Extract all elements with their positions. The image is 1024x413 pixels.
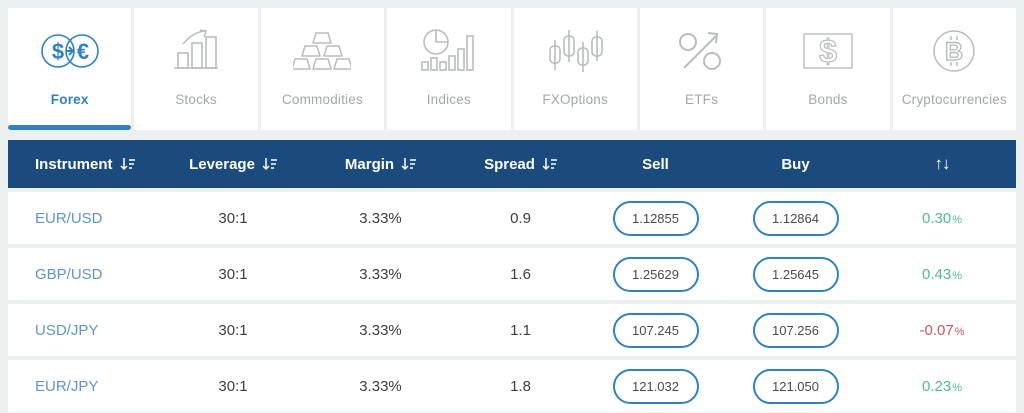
instrument-link[interactable]: GBP/USD [35,265,103,283]
tab-label-forex: Forex [50,92,89,107]
table-row: EUR/JPY 30:1 3.33% 1.8 121.032 121.050 0… [8,360,1016,412]
change-percent: -0.07% [919,321,965,339]
margin-value: 3.33% [359,265,402,283]
column-header-leverage[interactable]: Leverage [158,156,308,173]
tab-cryptocurrencies[interactable]: B Cryptocurrencies [892,8,1016,130]
tab-fxoptions[interactable]: FXOptions [513,8,637,130]
spread-value: 0.9 [510,209,531,227]
buy-button[interactable]: 121.050 [752,368,839,404]
leverage-value: 30:1 [218,377,248,395]
buy-button[interactable]: 107.256 [752,312,839,348]
dollar-banknote-icon: $ [799,24,857,78]
table-row: GBP/USD 30:1 3.33% 1.6 1.25629 1.25645 0… [8,248,1016,300]
column-header-sell: Sell [642,155,669,173]
margin-value: 3.33% [359,321,402,339]
tab-bonds[interactable]: $ Bonds [766,8,890,130]
tab-label-indices: Indices [426,92,471,107]
sell-button[interactable]: 107.245 [612,312,699,348]
tab-label-bonds: Bonds [808,92,848,107]
column-header-change[interactable]: ↑↓ [868,154,1016,174]
tab-label-etfs: ETFs [685,92,719,107]
pie-and-bars-icon [420,24,478,78]
sell-button[interactable]: 121.032 [612,368,699,404]
tab-forex[interactable]: $ € Forex [8,8,132,130]
svg-text:$: $ [819,33,837,69]
tab-label-fxoptions: FXOptions [542,92,608,107]
tab-indices[interactable]: Indices [387,8,511,130]
svg-text:B: B [945,38,963,66]
change-percent: 0.43% [922,265,962,283]
tab-stocks[interactable]: Stocks [134,8,258,130]
sort-icon[interactable] [401,157,417,171]
column-header-spread[interactable]: Spread [453,156,588,173]
instrument-link[interactable]: EUR/JPY [35,377,99,395]
leverage-value: 30:1 [218,209,248,227]
margin-value: 3.33% [359,209,402,227]
tab-label-commodities: Commodities [281,92,363,107]
sort-icon[interactable] [542,157,557,171]
currency-exchange-icon: $ € [37,24,103,78]
asset-class-tabs: $ € Forex Stocks [8,8,1016,130]
candlesticks-icon [544,24,606,78]
buy-button[interactable]: 1.25645 [752,256,839,292]
spread-value: 1.8 [510,377,531,395]
sell-button[interactable]: 1.25629 [612,256,699,292]
gold-bars-icon [293,24,352,78]
spread-value: 1.6 [510,265,531,283]
change-percent: 0.30% [922,209,962,227]
column-header-buy: Buy [781,155,810,173]
sort-icon[interactable] [119,157,135,171]
column-header-margin[interactable]: Margin [308,156,453,173]
svg-text:€: € [77,39,89,64]
active-tab-indicator [8,125,132,130]
sell-button[interactable]: 1.12855 [612,200,699,236]
percent-arrow-icon [677,24,727,78]
buy-button[interactable]: 1.12864 [752,200,839,236]
instruments-table: Instrument Leverage Margin [8,140,1016,412]
table-row: USD/JPY 30:1 3.33% 1.1 107.245 107.256 -… [8,304,1016,356]
tab-label-stocks: Stocks [175,92,217,107]
leverage-value: 30:1 [218,321,248,339]
change-percent: 0.23% [922,377,962,395]
instrument-link[interactable]: USD/JPY [35,321,99,339]
sort-icon[interactable] [262,157,277,171]
table-header-row: Instrument Leverage Margin [8,140,1016,188]
instrument-link[interactable]: EUR/USD [35,209,103,227]
margin-value: 3.33% [359,377,402,395]
bitcoin-icon: B [930,24,978,78]
bar-chart-arrow-icon [171,24,221,78]
up-down-arrows-icon[interactable]: ↑↓ [934,154,951,173]
spread-value: 1.1 [510,321,531,339]
leverage-value: 30:1 [218,265,248,283]
column-header-instrument[interactable]: Instrument [8,156,158,173]
table-row: EUR/USD 30:1 3.33% 0.9 1.12855 1.12864 0… [8,192,1016,244]
tab-etfs[interactable]: ETFs [639,8,764,130]
tab-commodities[interactable]: Commodities [260,8,385,130]
svg-text:$: $ [52,39,64,64]
tab-label-cryptocurrencies: Cryptocurrencies [901,92,1007,107]
